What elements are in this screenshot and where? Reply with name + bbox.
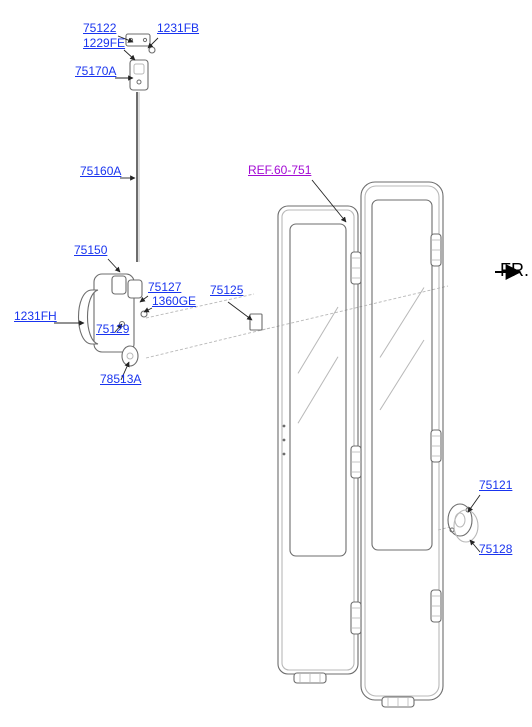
hinge [351,252,361,284]
hinge [431,234,441,266]
part-label-75160A[interactable]: 75160A [80,164,121,178]
door-detail-dot [283,425,286,428]
part-label-1229FE[interactable]: 1229FE [83,36,125,50]
hinge [351,602,361,634]
door-panel-left [278,206,358,674]
part-label-78513A[interactable]: 78513A [100,372,141,386]
part-label-75125[interactable]: 75125 [210,283,243,297]
label-leader-line [108,259,120,272]
label-leader-line [312,180,346,222]
part-label-75127[interactable]: 75127 [148,280,181,294]
part-screw-1231FB [149,47,155,53]
part-handle-75150 [79,274,148,366]
reference-label[interactable]: REF.60-751 [248,163,311,177]
label-leader-line [468,495,480,512]
part-striker-75121 [448,504,478,542]
part-cylinder-78513A [122,346,138,366]
part-label-75122[interactable]: 75122 [83,21,116,35]
label-leader-line [144,308,152,312]
door-detail-dot [283,439,286,442]
part-label-75129[interactable]: 75129 [96,322,129,336]
hinge [382,697,414,707]
part-stopper-75125 [250,314,262,330]
part-label-75121[interactable]: 75121 [479,478,512,492]
part-latch-75170A [130,60,148,90]
hinge [351,446,361,478]
door-detail-dot [283,453,286,456]
part-label-1231FH[interactable]: 1231FH [14,309,57,323]
part-label-1231FB[interactable]: 1231FB [157,21,199,35]
front-direction-label[interactable]: FR. [500,260,529,281]
projection-line [146,328,270,358]
hinge [294,673,326,683]
part-label-75128[interactable]: 75128 [479,542,512,556]
part-label-1360GE[interactable]: 1360GE [152,294,196,308]
part-bracket-75122 [126,34,155,53]
label-leader-line [228,302,252,320]
part-label-75170A[interactable]: 75170A [75,64,116,78]
hinge [431,590,441,622]
hinge [431,430,441,462]
label-leader-line [124,50,135,60]
part-label-75150[interactable]: 75150 [74,243,107,257]
